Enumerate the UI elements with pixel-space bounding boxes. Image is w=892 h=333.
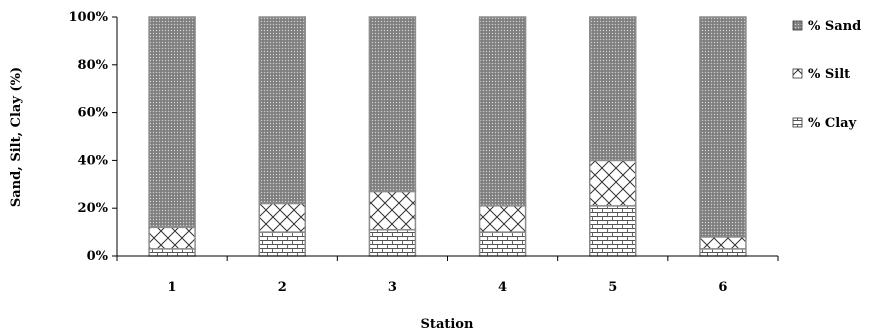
- y-tick-label: 40%: [78, 153, 109, 168]
- legend: % Sand % Silt % Clay: [792, 19, 861, 131]
- x-tick-label: 4: [498, 280, 507, 295]
- y-axis-title: Sand, Silt, Clay (%): [9, 67, 24, 207]
- legend-swatch-clay: [792, 117, 803, 128]
- x-axis: 1 2 3 4 5 6: [116, 255, 779, 295]
- x-tick-label: 3: [388, 280, 397, 295]
- y-tick-label: 20%: [78, 201, 109, 216]
- y-tick-label: 0%: [87, 249, 109, 264]
- bar-station-4-clay: [478, 231, 527, 257]
- x-axis-title: Station: [421, 317, 474, 332]
- legend-swatch-silt: [792, 68, 803, 79]
- legend-label-sand: % Sand: [808, 19, 861, 34]
- x-tick-label: 6: [718, 280, 727, 295]
- bar-station-1-clay: [148, 248, 196, 257]
- bar-station-2-clay: [258, 231, 306, 257]
- bar-station-4-silt: [478, 205, 527, 233]
- bar-station-1-silt: [148, 226, 196, 250]
- legend-label-silt: % Silt: [808, 67, 850, 82]
- bar-station-5-silt: [589, 159, 637, 207]
- bar-station-2-silt: [258, 202, 306, 233]
- legend-swatch-sand: [792, 20, 803, 31]
- x-tick-label: 2: [278, 280, 287, 295]
- x-tick-label: 1: [168, 280, 177, 295]
- bar-station-4-sand: [478, 16, 527, 207]
- bar-station-6-clay: [699, 248, 747, 257]
- bar-station-2-sand: [258, 16, 306, 205]
- y-tick-label: 60%: [78, 106, 109, 121]
- y-axis: 0% 20% 40% 60% 80% 100%: [69, 10, 118, 264]
- plot-area: [148, 16, 747, 257]
- legend-label-clay: % Clay: [808, 116, 857, 131]
- bar-station-5-sand: [589, 16, 637, 162]
- bar-station-6-silt: [699, 236, 747, 250]
- bar-station-3-clay: [368, 228, 417, 257]
- bar-station-3-sand: [368, 16, 417, 193]
- bar-station-6-sand: [699, 16, 747, 238]
- y-tick-label: 100%: [69, 10, 109, 25]
- x-tick-label: 5: [608, 280, 617, 295]
- y-tick-label: 80%: [78, 58, 109, 73]
- bar-station-1-sand: [148, 16, 196, 229]
- bar-station-3-silt: [368, 190, 417, 231]
- bar-station-5-clay: [589, 205, 637, 257]
